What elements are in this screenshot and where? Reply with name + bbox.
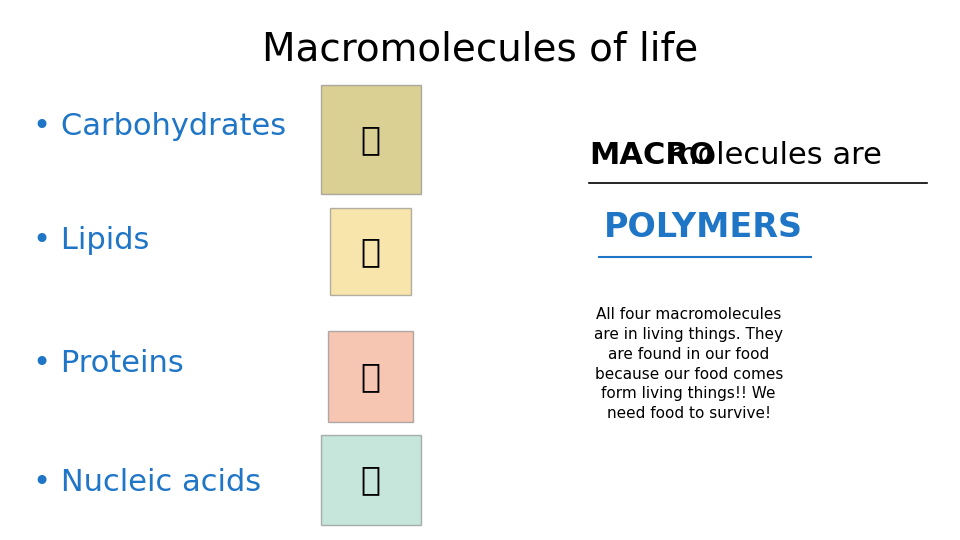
Text: POLYMERS: POLYMERS xyxy=(604,211,804,244)
Text: • Lipids: • Lipids xyxy=(33,226,149,255)
Text: • Nucleic acids: • Nucleic acids xyxy=(33,468,261,497)
Text: 🍞: 🍞 xyxy=(361,123,380,156)
Text: 🧬: 🧬 xyxy=(361,463,380,496)
Text: • Proteins: • Proteins xyxy=(33,348,183,377)
FancyBboxPatch shape xyxy=(327,331,414,422)
Text: molecules are: molecules are xyxy=(668,141,882,170)
Text: MACRO: MACRO xyxy=(589,141,715,170)
FancyBboxPatch shape xyxy=(321,85,420,194)
FancyBboxPatch shape xyxy=(321,435,420,525)
Text: All four macromolecules
are in living things. They
are found in our food
because: All four macromolecules are in living th… xyxy=(594,307,783,421)
Text: 🧈: 🧈 xyxy=(361,235,380,268)
Text: 🥩: 🥩 xyxy=(361,360,380,393)
Text: Macromolecules of life: Macromolecules of life xyxy=(262,31,698,69)
FancyBboxPatch shape xyxy=(330,207,411,295)
Text: • Carbohydrates: • Carbohydrates xyxy=(33,112,286,141)
